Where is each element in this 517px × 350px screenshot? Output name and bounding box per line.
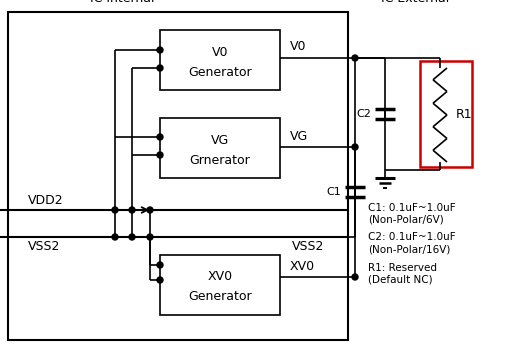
- Text: C1: 0.1uF~1.0uF: C1: 0.1uF~1.0uF: [368, 203, 455, 213]
- Text: VG: VG: [290, 130, 308, 142]
- Text: C2: 0.1uF~1.0uF: C2: 0.1uF~1.0uF: [368, 232, 455, 242]
- Text: (Default NC): (Default NC): [368, 275, 433, 285]
- Circle shape: [352, 55, 358, 61]
- Text: VSS2: VSS2: [292, 239, 324, 252]
- Text: (Non-Polar/6V): (Non-Polar/6V): [368, 215, 444, 225]
- Circle shape: [352, 144, 358, 150]
- Text: R1: R1: [456, 107, 473, 120]
- Circle shape: [147, 234, 153, 240]
- Circle shape: [129, 234, 135, 240]
- Bar: [420, 61, 472, 167]
- Text: IC Internal: IC Internal: [90, 0, 155, 5]
- Bar: [160, 118, 280, 178]
- Circle shape: [157, 262, 163, 268]
- Circle shape: [147, 207, 153, 213]
- Circle shape: [157, 134, 163, 140]
- Text: XV0: XV0: [290, 259, 315, 273]
- Text: V0: V0: [290, 41, 307, 54]
- Circle shape: [157, 277, 163, 283]
- Circle shape: [157, 65, 163, 71]
- Text: V0: V0: [212, 46, 228, 58]
- Circle shape: [157, 152, 163, 158]
- Circle shape: [352, 274, 358, 280]
- Text: R1: Reserved: R1: Reserved: [368, 263, 437, 273]
- Bar: [8, 12, 348, 340]
- Text: Grnerator: Grnerator: [190, 154, 250, 167]
- Text: IC External: IC External: [381, 0, 449, 5]
- Circle shape: [112, 234, 118, 240]
- Text: Generator: Generator: [188, 290, 252, 303]
- Text: VG: VG: [211, 133, 229, 147]
- Text: C1: C1: [326, 187, 341, 197]
- Bar: [160, 30, 280, 90]
- Text: C2: C2: [356, 109, 371, 119]
- Text: XV0: XV0: [207, 271, 233, 284]
- Circle shape: [112, 207, 118, 213]
- Circle shape: [157, 47, 163, 53]
- Bar: [160, 255, 280, 315]
- Text: Generator: Generator: [188, 65, 252, 78]
- Text: (Non-Polar/16V): (Non-Polar/16V): [368, 244, 450, 254]
- Text: VSS2: VSS2: [28, 239, 60, 252]
- Circle shape: [129, 207, 135, 213]
- Text: VDD2: VDD2: [28, 195, 64, 208]
